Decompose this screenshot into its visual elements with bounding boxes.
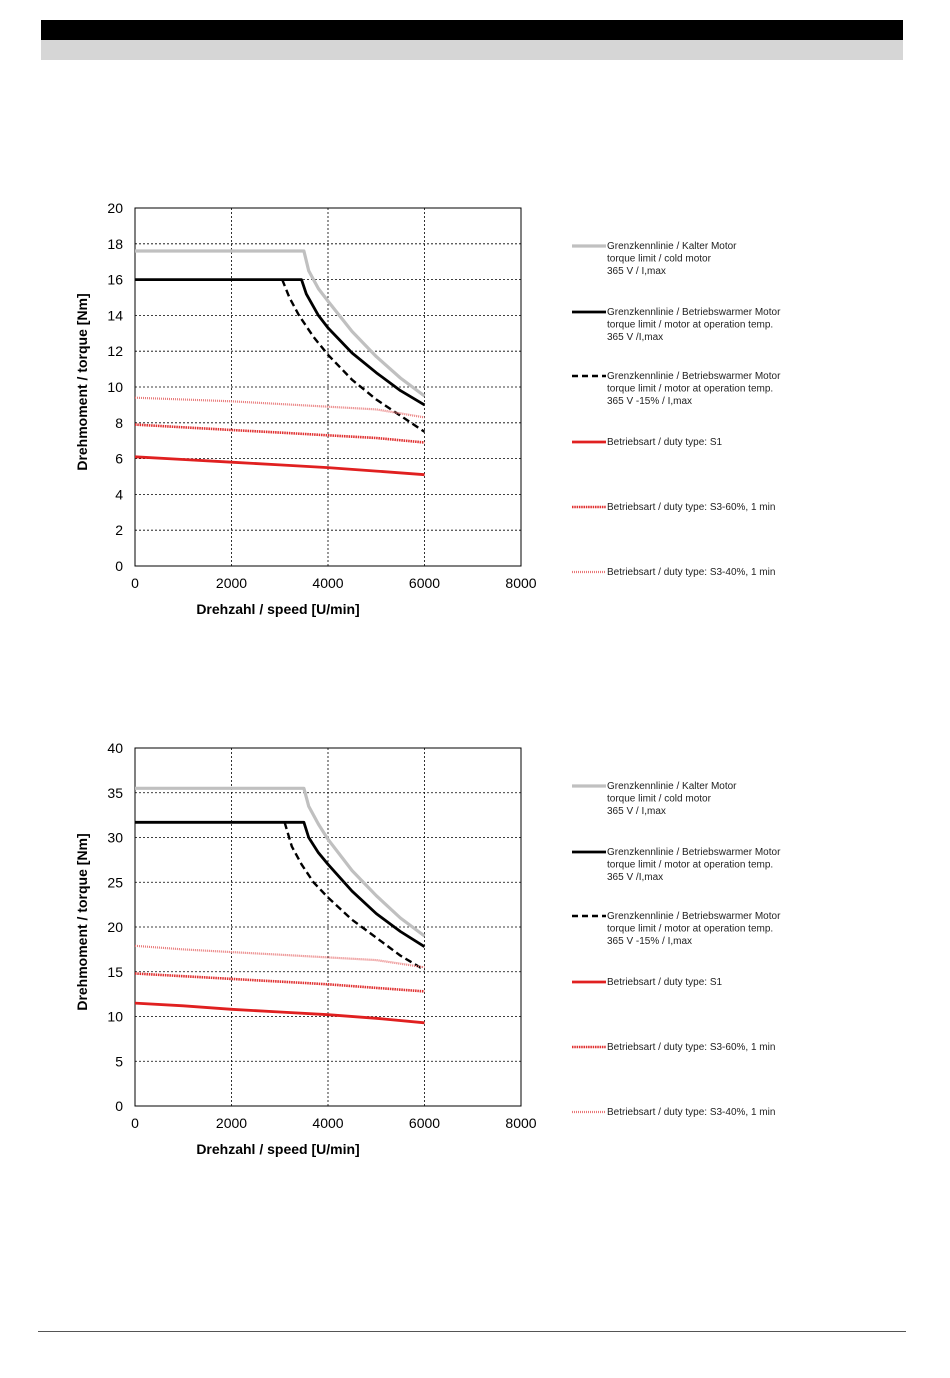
series-line-cold (135, 786, 426, 938)
chart-2-svg: 0 2000 4000 6000 8000 0 5 10 15 20 25 30 35 40 Drehzah… (74, 740, 781, 1157)
series-line-s3_40 (134, 944, 425, 969)
y-tick-label: 20 (107, 919, 123, 935)
legend-label-s3_40: Betriebsart / duty type: S3-40%, 1 min (607, 1107, 775, 1118)
legend-label-cold: torque limit / cold motor (607, 254, 712, 265)
legend-label-warm_reduced: Grenzkennlinie / Betriebswarmer Motor (607, 371, 781, 382)
legend-label-s3_40: Betriebsart / duty type: S3-40%, 1 min (607, 567, 775, 578)
torque-speed-chart-2: 0 2000 4000 6000 8000 0 5 10 15 20 25 30 35 40 Drehzah… (0, 730, 950, 1190)
legend-label-warm: torque limit / motor at operation temp. (607, 320, 773, 331)
legend-label-warm: Grenzkennlinie / Betriebswarmer Motor (607, 847, 781, 858)
y-tick-label: 35 (107, 785, 123, 801)
y-tick-label: 25 (107, 874, 123, 890)
x-tick-label: 2000 (216, 575, 247, 591)
series-line-s3_60 (134, 972, 425, 993)
footer-rule (38, 1331, 906, 1332)
y-tick-label: 0 (115, 558, 123, 574)
legend-label-cold: 365 V / I,max (607, 806, 666, 817)
header-subbar (41, 40, 903, 60)
x-tick-label: 8000 (505, 575, 536, 591)
x-axis-label: Drehzahl / speed [U/min] (196, 1141, 359, 1157)
legend-label-warm_reduced: Grenzkennlinie / Betriebswarmer Motor (607, 911, 781, 922)
legend-label-warm_reduced: 365 V -15% / I,max (607, 936, 692, 947)
legend-label-warm_reduced: 365 V -15% / I,max (607, 396, 692, 407)
y-tick-label: 10 (107, 379, 123, 395)
y-tick-label: 12 (107, 343, 123, 359)
y-tick-label: 4 (115, 486, 123, 502)
series-line-warm_reduced (283, 821, 426, 972)
y-tick-label: 15 (107, 964, 123, 980)
x-tick-label: 2000 (216, 1115, 247, 1131)
legend-label-cold: 365 V / I,max (607, 266, 666, 277)
y-tick-label: 16 (107, 272, 123, 288)
y-tick-label: 0 (115, 1098, 123, 1114)
y-tick-label: 10 (107, 1009, 123, 1025)
legend-label-s3_60: Betriebsart / duty type: S3-60%, 1 min (607, 1042, 775, 1053)
y-tick-label: 5 (115, 1053, 123, 1069)
x-tick-label: 0 (131, 1115, 139, 1131)
y-tick-label: 8 (115, 415, 123, 431)
series-line-s3_40 (134, 396, 425, 419)
header-bar (41, 20, 903, 40)
series-line-warm (135, 820, 426, 948)
legend-label-warm_reduced: torque limit / motor at operation temp. (607, 924, 773, 935)
y-axis-label: Drehmoment / torque [Nm] (74, 833, 90, 1010)
torque-speed-chart-1: 0 2000 4000 6000 8000 0 2 4 6 8 10 12 14 16 18 20 Drehza… (0, 190, 950, 650)
y-tick-label: 2 (115, 522, 123, 538)
x-tick-label: 6000 (409, 1115, 440, 1131)
legend-label-s3_60: Betriebsart / duty type: S3-60%, 1 min (607, 502, 775, 513)
x-axis-label: Drehzahl / speed [U/min] (196, 601, 359, 617)
y-axis-label: Drehmoment / torque [Nm] (74, 293, 90, 470)
legend-label-s1: Betriebsart / duty type: S1 (607, 977, 722, 988)
y-tick-label: 14 (107, 307, 123, 323)
y-tick-label: 6 (115, 451, 123, 467)
series-line-s3_60 (134, 423, 425, 444)
legend-label-warm: 365 V /I,max (607, 872, 663, 883)
legend-label-warm_reduced: torque limit / motor at operation temp. (607, 384, 773, 395)
plot-area (134, 747, 522, 1107)
series-line-warm_reduced (281, 279, 426, 433)
series-line-s1 (134, 1001, 425, 1025)
y-tick-label: 18 (107, 236, 123, 252)
legend-label-warm: 365 V /I,max (607, 332, 663, 343)
legend-label-cold: torque limit / cold motor (607, 794, 712, 805)
x-tick-label: 4000 (312, 1115, 343, 1131)
y-tick-label: 40 (107, 740, 123, 756)
plot-area (134, 207, 522, 567)
x-tick-label: 0 (131, 575, 139, 591)
y-tick-label: 20 (107, 200, 123, 216)
series-line-warm (135, 278, 426, 407)
x-tick-label: 4000 (312, 575, 343, 591)
legend-label-warm: torque limit / motor at operation temp. (607, 860, 773, 871)
x-tick-label: 8000 (505, 1115, 536, 1131)
y-tick-label: 30 (107, 830, 123, 846)
series-line-cold (135, 249, 426, 398)
x-tick-label: 6000 (409, 575, 440, 591)
series-line-s1 (134, 455, 425, 477)
legend-label-s1: Betriebsart / duty type: S1 (607, 437, 722, 448)
chart-1-svg: 0 2000 4000 6000 8000 0 2 4 6 8 10 12 14 16 18 20 Drehza… (74, 200, 781, 617)
legend-label-cold: Grenzkennlinie / Kalter Motor (607, 241, 737, 252)
legend-label-cold: Grenzkennlinie / Kalter Motor (607, 781, 737, 792)
legend-label-warm: Grenzkennlinie / Betriebswarmer Motor (607, 307, 781, 318)
